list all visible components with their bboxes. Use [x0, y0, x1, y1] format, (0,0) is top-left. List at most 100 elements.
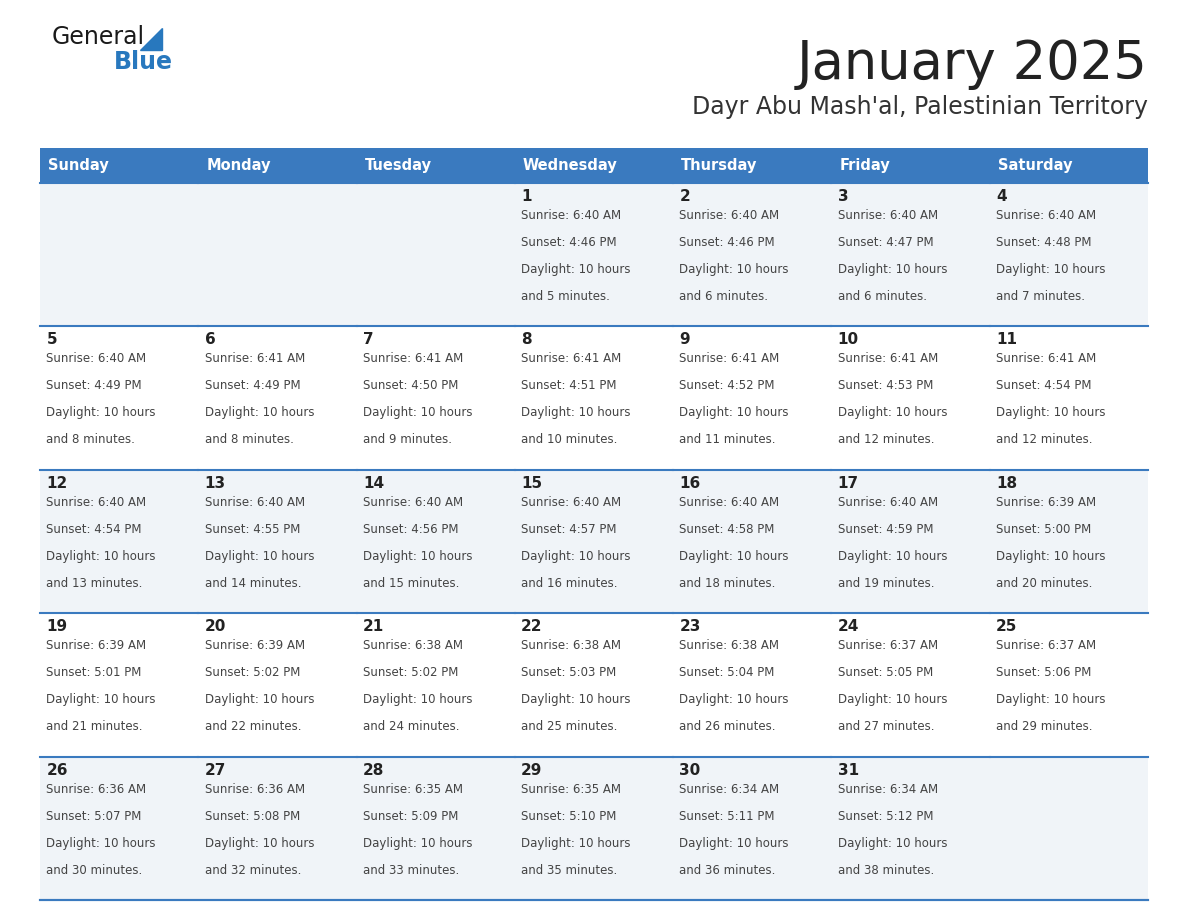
Bar	[674, 756, 832, 900]
Bar	[990, 327, 1148, 470]
Text: 23: 23	[680, 620, 701, 634]
Text: and 12 minutes.: and 12 minutes.	[996, 433, 1093, 446]
Text: Daylight: 10 hours: Daylight: 10 hours	[838, 263, 947, 276]
Text: 1: 1	[522, 189, 532, 204]
Text: Sunset: 4:59 PM: Sunset: 4:59 PM	[838, 522, 934, 536]
Text: Sunset: 5:07 PM: Sunset: 5:07 PM	[46, 810, 141, 823]
Text: Sunset: 5:09 PM: Sunset: 5:09 PM	[362, 810, 459, 823]
Text: and 38 minutes.: and 38 minutes.	[838, 864, 934, 877]
Text: Sunrise: 6:34 AM: Sunrise: 6:34 AM	[838, 783, 937, 796]
Text: Sunrise: 6:40 AM: Sunrise: 6:40 AM	[522, 496, 621, 509]
Text: Daylight: 10 hours: Daylight: 10 hours	[204, 550, 314, 563]
Text: and 29 minutes.: and 29 minutes.	[996, 721, 1093, 733]
Text: Daylight: 10 hours: Daylight: 10 hours	[838, 550, 947, 563]
Text: Sunset: 4:53 PM: Sunset: 4:53 PM	[838, 379, 933, 392]
Text: 6: 6	[204, 332, 215, 347]
Bar	[356, 183, 514, 327]
Text: Daylight: 10 hours: Daylight: 10 hours	[46, 407, 156, 420]
Text: Daylight: 10 hours: Daylight: 10 hours	[680, 407, 789, 420]
Text: Sunrise: 6:37 AM: Sunrise: 6:37 AM	[996, 639, 1097, 652]
Text: Sunrise: 6:40 AM: Sunrise: 6:40 AM	[522, 209, 621, 222]
Text: and 32 minutes.: and 32 minutes.	[204, 864, 301, 877]
Text: 2: 2	[680, 189, 690, 204]
Text: 16: 16	[680, 476, 701, 491]
Bar	[40, 613, 198, 756]
Text: 12: 12	[46, 476, 68, 491]
Text: and 14 minutes.: and 14 minutes.	[204, 577, 301, 589]
Bar	[198, 327, 356, 470]
Bar	[356, 148, 514, 183]
Text: Sunset: 5:05 PM: Sunset: 5:05 PM	[838, 666, 933, 679]
Text: Sunset: 4:46 PM: Sunset: 4:46 PM	[680, 236, 775, 249]
Text: and 22 minutes.: and 22 minutes.	[204, 721, 301, 733]
Text: Blue: Blue	[114, 50, 173, 74]
Text: Daylight: 10 hours: Daylight: 10 hours	[522, 407, 631, 420]
Text: and 6 minutes.: and 6 minutes.	[838, 290, 927, 303]
Text: Sunset: 4:46 PM: Sunset: 4:46 PM	[522, 236, 617, 249]
Bar	[198, 613, 356, 756]
Bar	[674, 183, 832, 327]
Text: and 8 minutes.: and 8 minutes.	[46, 433, 135, 446]
Text: Sunset: 4:49 PM: Sunset: 4:49 PM	[204, 379, 301, 392]
Text: 8: 8	[522, 332, 532, 347]
Text: and 10 minutes.: and 10 minutes.	[522, 433, 618, 446]
Text: Daylight: 10 hours: Daylight: 10 hours	[204, 693, 314, 706]
Text: and 30 minutes.: and 30 minutes.	[46, 864, 143, 877]
Bar	[356, 327, 514, 470]
Bar	[198, 148, 356, 183]
Text: Dayr Abu Mash'al, Palestinian Territory: Dayr Abu Mash'al, Palestinian Territory	[691, 95, 1148, 119]
Text: Daylight: 10 hours: Daylight: 10 hours	[680, 836, 789, 849]
Text: and 11 minutes.: and 11 minutes.	[680, 433, 776, 446]
Text: Daylight: 10 hours: Daylight: 10 hours	[204, 407, 314, 420]
Text: and 7 minutes.: and 7 minutes.	[996, 290, 1085, 303]
Bar	[990, 756, 1148, 900]
Bar	[832, 183, 990, 327]
Text: Daylight: 10 hours: Daylight: 10 hours	[362, 836, 473, 849]
Text: Sunrise: 6:40 AM: Sunrise: 6:40 AM	[838, 209, 937, 222]
Text: Daylight: 10 hours: Daylight: 10 hours	[46, 550, 156, 563]
Text: Daylight: 10 hours: Daylight: 10 hours	[996, 263, 1106, 276]
Text: Daylight: 10 hours: Daylight: 10 hours	[838, 693, 947, 706]
Bar	[198, 470, 356, 613]
Bar	[40, 183, 198, 327]
Text: and 20 minutes.: and 20 minutes.	[996, 577, 1093, 589]
Text: Daylight: 10 hours: Daylight: 10 hours	[204, 836, 314, 849]
Text: 13: 13	[204, 476, 226, 491]
Text: January 2025: January 2025	[797, 38, 1148, 90]
Text: Sunrise: 6:36 AM: Sunrise: 6:36 AM	[46, 783, 146, 796]
Text: and 5 minutes.: and 5 minutes.	[522, 290, 611, 303]
Bar	[832, 756, 990, 900]
Text: and 18 minutes.: and 18 minutes.	[680, 577, 776, 589]
Text: and 25 minutes.: and 25 minutes.	[522, 721, 618, 733]
Text: Sunrise: 6:40 AM: Sunrise: 6:40 AM	[996, 209, 1097, 222]
Text: and 35 minutes.: and 35 minutes.	[522, 864, 618, 877]
Text: Sunset: 4:50 PM: Sunset: 4:50 PM	[362, 379, 459, 392]
Bar	[198, 756, 356, 900]
Text: Sunset: 5:02 PM: Sunset: 5:02 PM	[362, 666, 459, 679]
Text: Sunrise: 6:40 AM: Sunrise: 6:40 AM	[46, 496, 146, 509]
Text: Sunset: 4:56 PM: Sunset: 4:56 PM	[362, 522, 459, 536]
Text: Sunset: 4:48 PM: Sunset: 4:48 PM	[996, 236, 1092, 249]
Text: Daylight: 10 hours: Daylight: 10 hours	[522, 836, 631, 849]
Text: Sunset: 4:54 PM: Sunset: 4:54 PM	[996, 379, 1092, 392]
Text: Sunset: 5:11 PM: Sunset: 5:11 PM	[680, 810, 775, 823]
Bar	[356, 613, 514, 756]
Bar	[990, 470, 1148, 613]
Text: Sunset: 5:03 PM: Sunset: 5:03 PM	[522, 666, 617, 679]
Polygon shape	[140, 28, 162, 50]
Text: Sunset: 5:00 PM: Sunset: 5:00 PM	[996, 522, 1092, 536]
Text: Sunrise: 6:40 AM: Sunrise: 6:40 AM	[838, 496, 937, 509]
Text: Thursday: Thursday	[681, 158, 758, 173]
Text: Daylight: 10 hours: Daylight: 10 hours	[362, 550, 473, 563]
Text: 3: 3	[838, 189, 848, 204]
Text: Sunrise: 6:41 AM: Sunrise: 6:41 AM	[680, 353, 779, 365]
Text: Sunset: 5:01 PM: Sunset: 5:01 PM	[46, 666, 141, 679]
Bar	[514, 183, 674, 327]
Text: General: General	[52, 25, 145, 49]
Bar	[674, 613, 832, 756]
Text: and 27 minutes.: and 27 minutes.	[838, 721, 934, 733]
Text: Sunset: 5:12 PM: Sunset: 5:12 PM	[838, 810, 934, 823]
Text: Daylight: 10 hours: Daylight: 10 hours	[838, 407, 947, 420]
Text: and 15 minutes.: and 15 minutes.	[362, 577, 460, 589]
Text: Sunrise: 6:34 AM: Sunrise: 6:34 AM	[680, 783, 779, 796]
